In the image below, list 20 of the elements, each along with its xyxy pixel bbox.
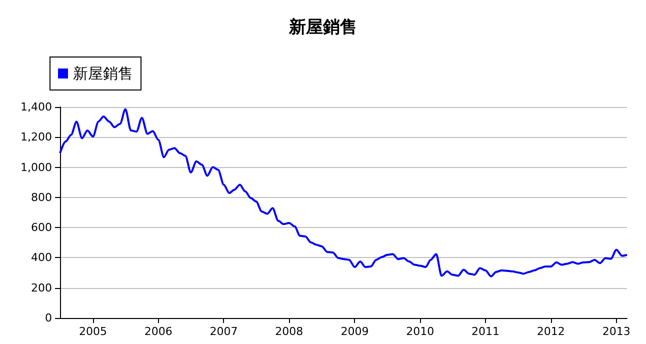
y-tick-label: 0 <box>45 312 52 324</box>
x-tick-label: 2011 <box>471 325 500 338</box>
chart-title: 新屋銷售 <box>288 18 357 38</box>
x-tick-label: 2009 <box>340 325 369 338</box>
y-tick-label: 600 <box>31 221 52 234</box>
x-tick-label: 2010 <box>406 325 434 338</box>
y-tick-label: 800 <box>31 190 52 204</box>
y-tick-label: 200 <box>31 281 52 294</box>
legend-label: 新屋銷售 <box>73 64 133 82</box>
x-tick-label: 2012 <box>536 325 565 338</box>
y-tick-label: 1,000 <box>20 160 52 174</box>
x-tick-label: 2008 <box>275 325 304 338</box>
x-tick-label: 2007 <box>210 325 238 338</box>
y-tick-label: 1,200 <box>20 130 52 144</box>
line-series <box>59 108 628 278</box>
x-tick-label: 2005 <box>78 325 107 338</box>
y-tick-label: 400 <box>31 251 52 264</box>
y-tick-label: 1,400 <box>20 100 52 114</box>
x-tick-label: 2006 <box>144 325 172 338</box>
x-tick-label: 2013 <box>602 325 630 338</box>
